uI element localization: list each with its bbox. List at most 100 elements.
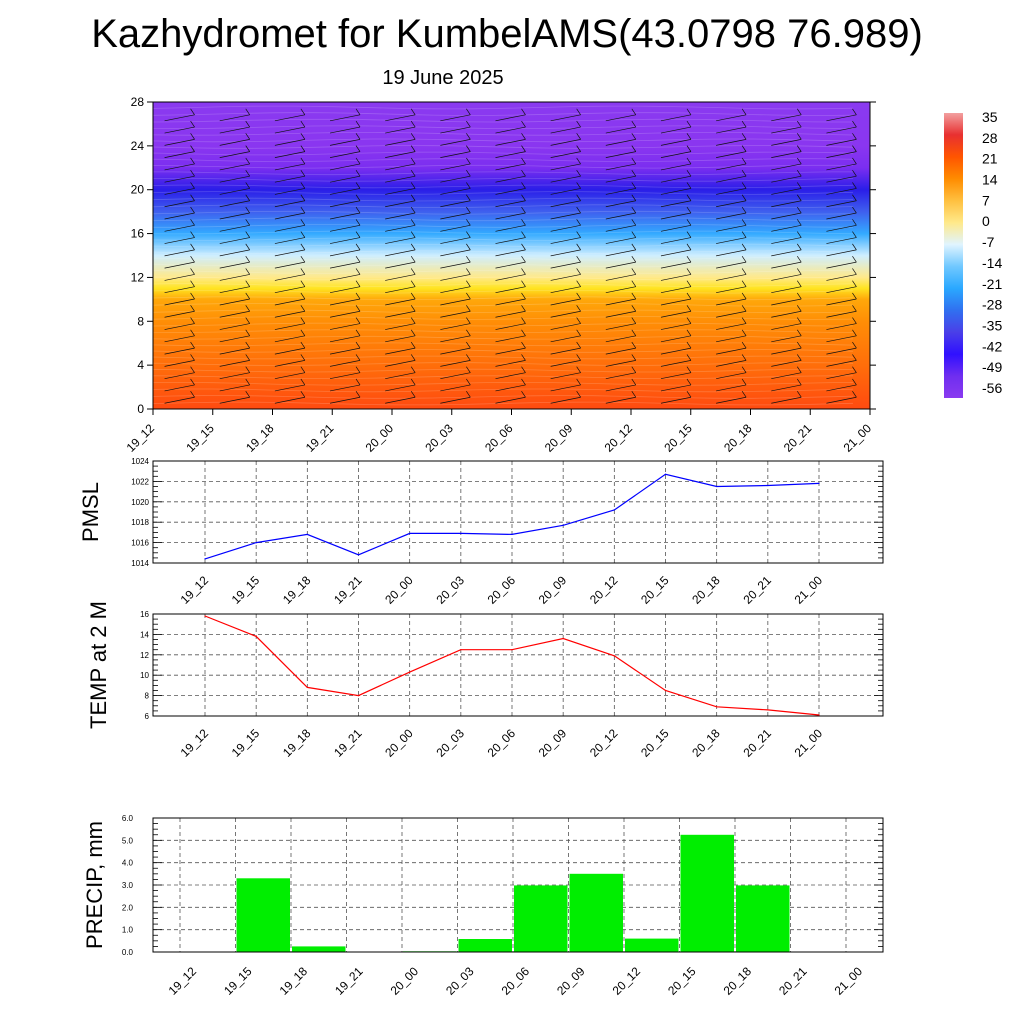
data-point xyxy=(409,532,411,535)
wind-barb xyxy=(274,292,306,306)
x-tick-label: 19_21 xyxy=(303,421,337,455)
isoline xyxy=(152,230,854,235)
wind-barb xyxy=(660,194,692,208)
wind-barb xyxy=(219,145,251,158)
wind-barb xyxy=(771,108,802,122)
wind-barb xyxy=(274,182,306,195)
colorbar xyxy=(944,113,963,398)
wind-barb xyxy=(440,378,471,392)
wind-barb xyxy=(716,341,747,355)
wind-barb xyxy=(164,255,195,269)
wind-barb xyxy=(440,366,471,380)
wind-barb xyxy=(550,341,581,355)
wind-barb xyxy=(660,133,692,146)
wind-barb xyxy=(385,292,416,306)
wind-barb xyxy=(219,305,251,318)
wind-barb xyxy=(440,145,471,158)
wind-barb xyxy=(605,391,637,404)
isoline xyxy=(152,138,854,143)
wind-barb xyxy=(274,206,306,220)
wind-barb xyxy=(550,243,581,257)
wind-barb xyxy=(550,268,581,281)
wind-barb xyxy=(660,280,692,294)
panel-frame xyxy=(152,613,884,717)
x-tick-label: 20_06 xyxy=(482,421,516,455)
precip-bar xyxy=(569,873,623,952)
wind-barb xyxy=(550,317,581,330)
wind-barb xyxy=(329,157,361,171)
wind-barb xyxy=(440,268,471,281)
x-tick-label: 19_15 xyxy=(221,964,255,998)
wind-barb xyxy=(164,157,195,171)
wind-barb xyxy=(164,145,195,158)
isoline xyxy=(152,210,854,215)
x-tick-label: 19_12 xyxy=(178,726,212,760)
wind-barb xyxy=(550,391,581,404)
wind-barb xyxy=(219,243,251,257)
isoline xyxy=(152,395,854,399)
wind-barb xyxy=(550,305,581,318)
wind-barb xyxy=(660,231,692,244)
y-tick-label: 4 xyxy=(137,358,144,372)
colorbar-label: -7 xyxy=(982,234,995,250)
wind-barb xyxy=(495,280,526,294)
wind-barb xyxy=(826,354,857,367)
isoline xyxy=(152,368,854,373)
data-point xyxy=(204,615,206,617)
wind-barb xyxy=(605,157,637,171)
wind-barb xyxy=(771,145,802,158)
wind-barb xyxy=(826,219,857,232)
wind-barb xyxy=(164,354,195,367)
wind-barb xyxy=(219,157,251,171)
wind-barb xyxy=(826,120,857,134)
wind-barb xyxy=(440,280,471,294)
wind-barb xyxy=(495,354,526,367)
wind-barb xyxy=(440,219,471,232)
isoline xyxy=(152,151,854,156)
isoline xyxy=(152,204,854,209)
x-tick-label: 19_21 xyxy=(332,964,366,998)
isoline xyxy=(152,381,854,386)
data-point xyxy=(204,558,206,560)
wind-barb xyxy=(550,194,581,208)
wind-barb xyxy=(385,378,416,392)
isoline xyxy=(152,276,854,281)
wind-barb xyxy=(164,206,195,220)
wind-barb xyxy=(219,231,251,244)
wind-barb xyxy=(274,378,306,392)
wind-barb xyxy=(660,354,692,367)
wind-barb xyxy=(219,108,251,122)
x-tick-label: 20_18 xyxy=(721,421,755,455)
wind-barb xyxy=(550,378,581,392)
x-tick-label: 20_00 xyxy=(363,421,397,455)
wind-barb xyxy=(329,280,361,294)
wind-barb xyxy=(826,305,857,318)
colorbar-label: 7 xyxy=(982,192,990,208)
wind-barb xyxy=(274,219,306,232)
wind-barb xyxy=(164,317,195,330)
x-tick-label: 20_03 xyxy=(443,964,477,998)
wind-barb xyxy=(219,280,251,294)
isoline xyxy=(152,184,854,189)
colorbar-label: 0 xyxy=(982,213,990,229)
x-tick-label: 19_12 xyxy=(166,964,200,998)
wind-barb xyxy=(164,391,195,404)
wind-barb xyxy=(716,366,747,380)
y-tick-label: 1020 xyxy=(131,498,149,507)
isoline xyxy=(152,342,854,347)
x-tick-label: 20_15 xyxy=(665,964,699,998)
wind-barb xyxy=(440,194,471,208)
precip-bar xyxy=(236,878,290,952)
y-axis-label: PRECIP, mm xyxy=(82,821,107,949)
wind-barb xyxy=(771,354,802,367)
wind-barb xyxy=(550,157,581,171)
wind-barb xyxy=(605,378,637,392)
wind-barb xyxy=(164,231,195,244)
isoline xyxy=(152,125,854,130)
wind-barb xyxy=(495,194,526,208)
wind-barb xyxy=(495,317,526,330)
wind-barb xyxy=(440,206,471,220)
wind-barb xyxy=(716,378,747,392)
wind-barb xyxy=(826,182,857,195)
wind-barb xyxy=(164,120,195,134)
